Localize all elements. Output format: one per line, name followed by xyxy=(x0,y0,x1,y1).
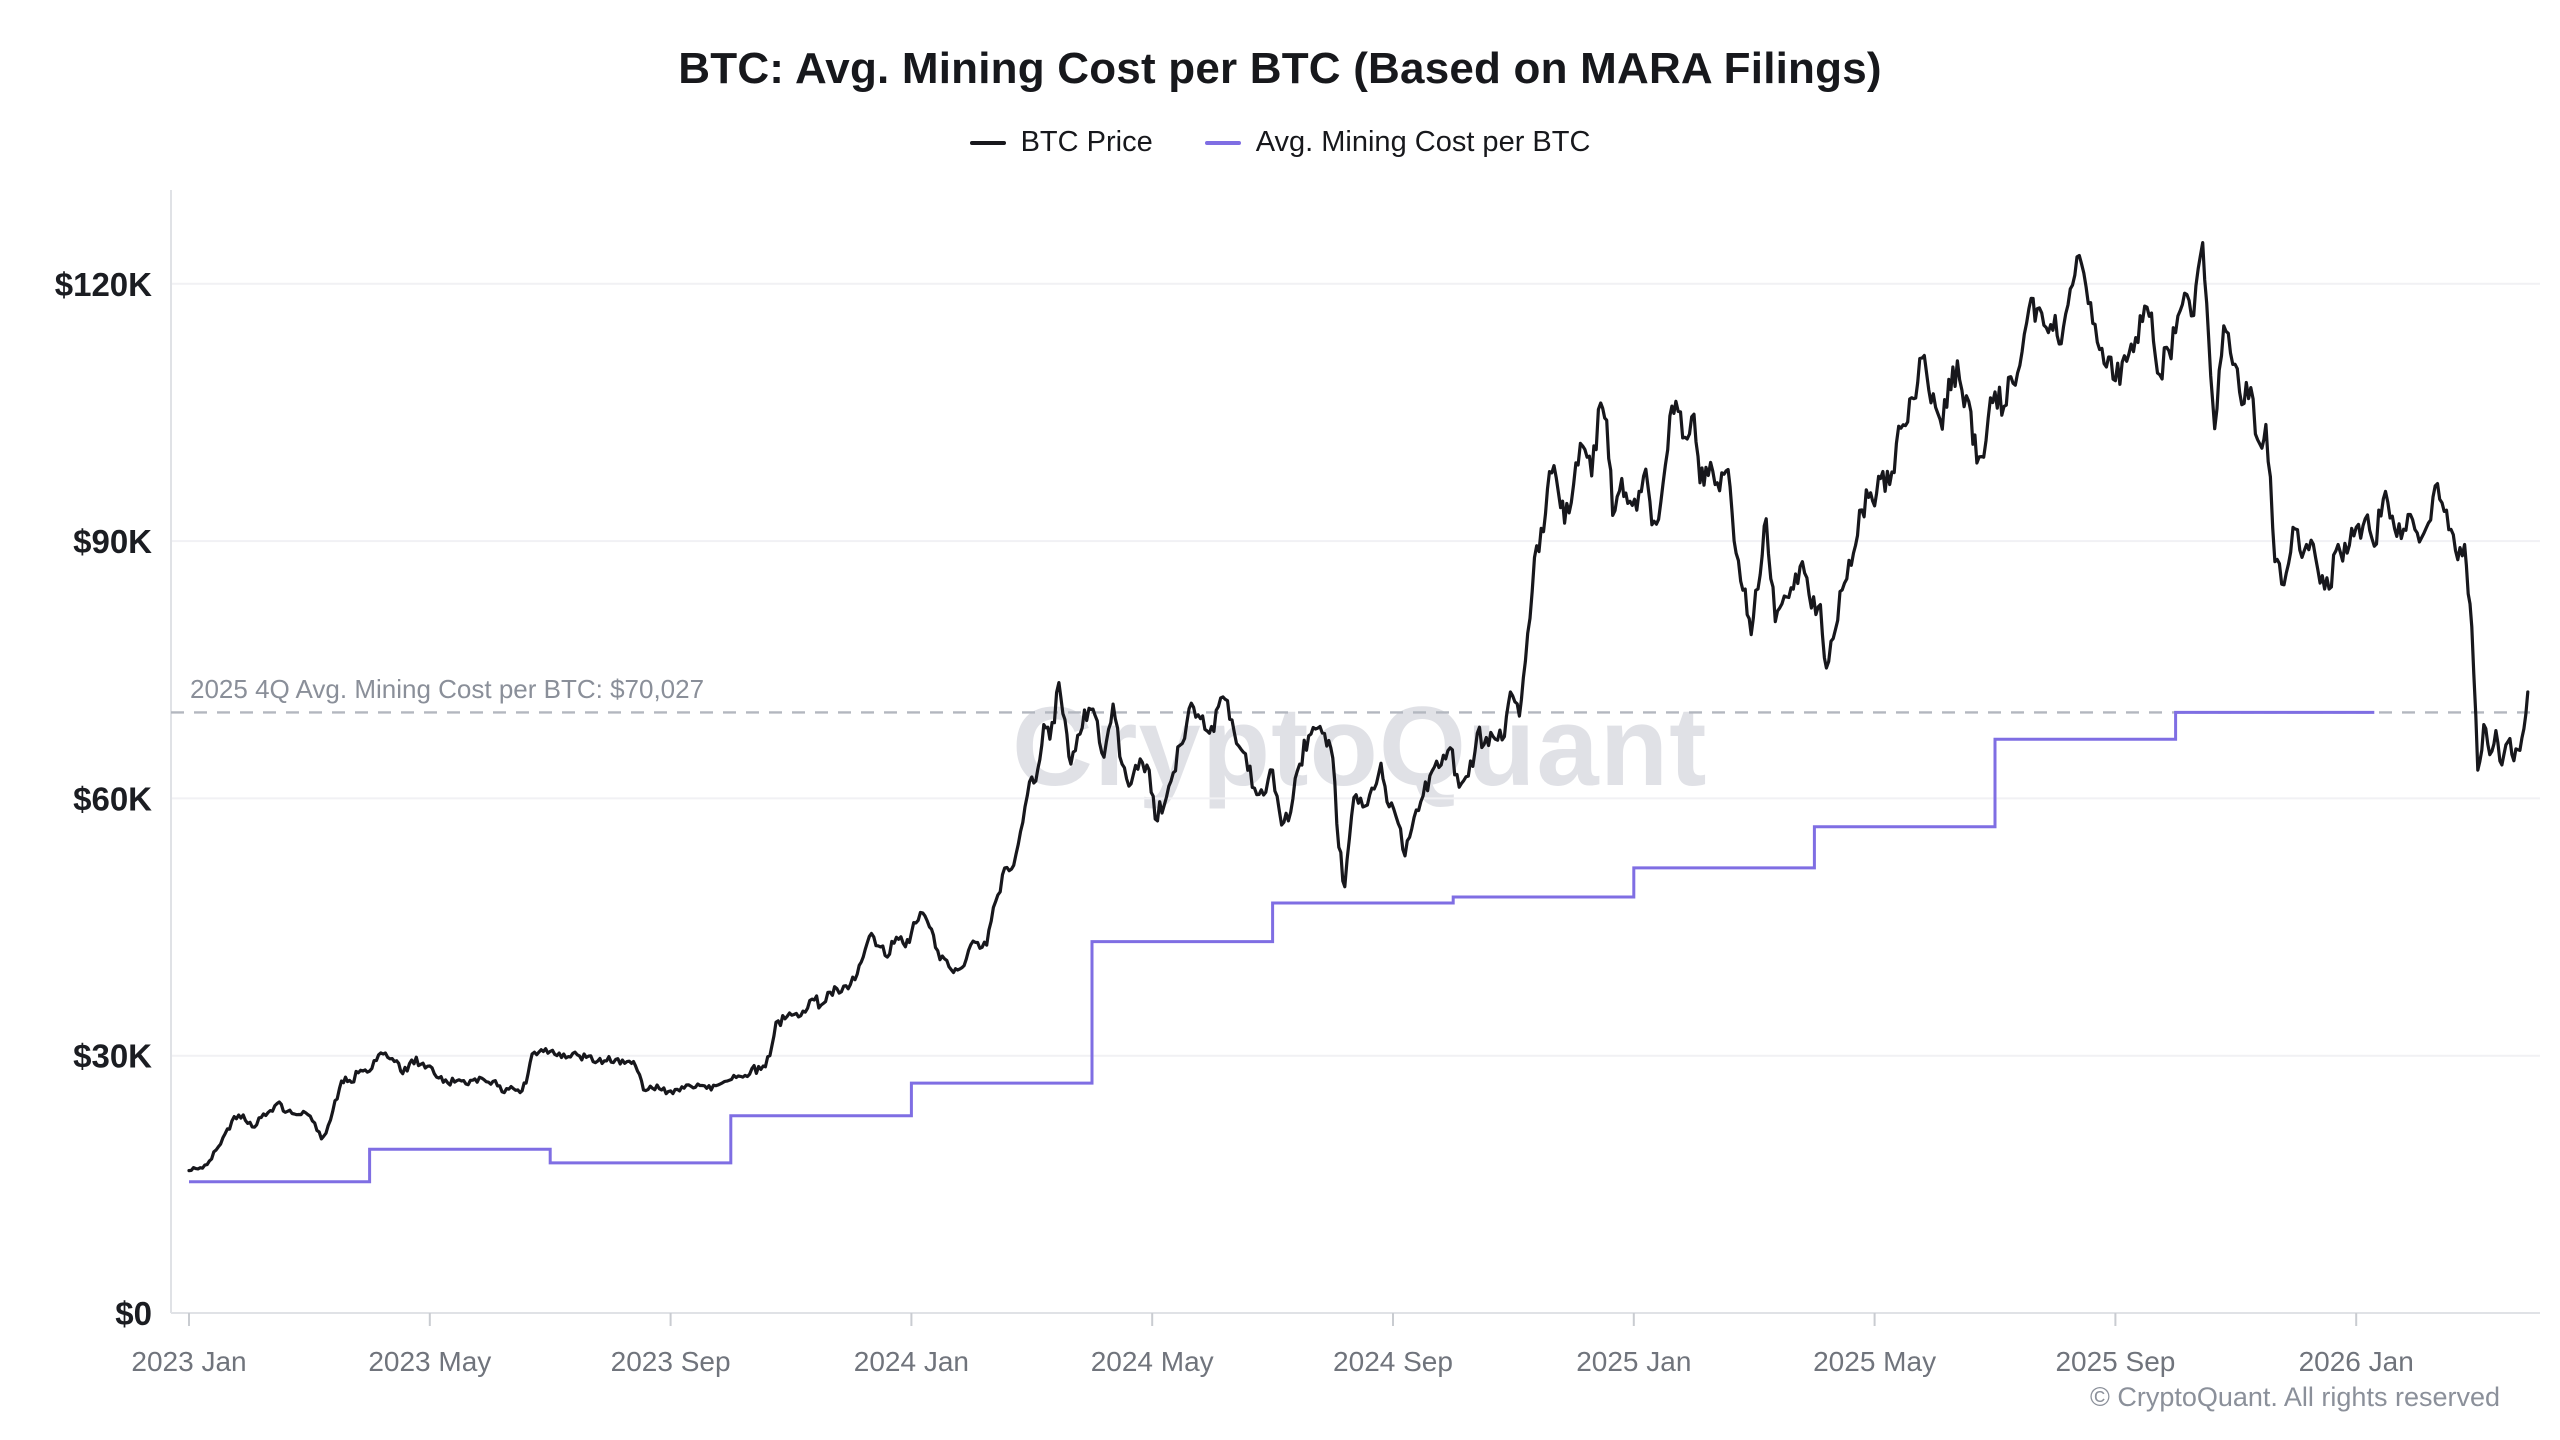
chart-title: BTC: Avg. Mining Cost per BTC (Based on … xyxy=(678,44,1882,93)
y-tick-label: $60K xyxy=(73,780,152,817)
legend-label-mining-cost: Avg. Mining Cost per BTC xyxy=(1255,126,1591,158)
x-tick-label: 2024 Sep xyxy=(1333,1346,1453,1377)
btc-price-line-swatch-icon xyxy=(969,140,1006,145)
copyright: © CryptoQuant. All rights reserved xyxy=(2089,1382,2500,1412)
x-tick-label: 2025 Jan xyxy=(1576,1346,1691,1377)
btc-price-series-line[interactable] xyxy=(187,241,2530,1173)
x-tick-label: 2025 Sep xyxy=(2055,1346,2175,1377)
y-tick-label: $90K xyxy=(73,523,152,560)
x-tick-label: 2026 Jan xyxy=(2299,1346,2414,1377)
y-tick-label: $30K xyxy=(73,1038,152,1075)
y-tick-label: $0 xyxy=(115,1295,152,1332)
mining-cost-line-swatch-icon xyxy=(1204,140,1241,145)
x-tick-label: 2023 Jan xyxy=(131,1346,246,1377)
x-tick-label: 2024 May xyxy=(1091,1346,1214,1377)
legend-item-mining-cost[interactable]: Avg. Mining Cost per BTC xyxy=(1204,126,1591,159)
y-tick-label: $120K xyxy=(55,266,152,303)
legend-item-btc-price[interactable]: BTC Price xyxy=(969,126,1153,159)
mining-cost-series-line[interactable] xyxy=(189,710,2375,1184)
cryptoquant-watermark: CryptoQuant xyxy=(1012,684,1708,809)
x-tick-label: 2024 Jan xyxy=(854,1346,969,1377)
legend: BTC Price Avg. Mining Cost per BTC xyxy=(0,126,2560,159)
annotation-label: 2025 4Q Avg. Mining Cost per BTC: $70,02… xyxy=(190,674,705,704)
x-tick-label: 2025 May xyxy=(1813,1346,1936,1377)
x-tick-label: 2023 Sep xyxy=(611,1346,731,1377)
x-tick-label: 2023 May xyxy=(368,1346,491,1377)
legend-label-btc-price: BTC Price xyxy=(1020,126,1153,158)
